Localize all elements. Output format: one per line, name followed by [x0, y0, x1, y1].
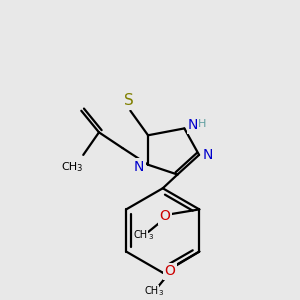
Text: O: O	[160, 209, 170, 223]
Text: CH: CH	[134, 230, 148, 240]
Text: H: H	[198, 119, 206, 130]
Text: 3: 3	[148, 234, 152, 240]
Text: CH: CH	[61, 162, 78, 172]
Text: S: S	[124, 93, 133, 108]
Text: O: O	[164, 264, 175, 278]
Text: 3: 3	[76, 164, 82, 173]
Text: 3: 3	[159, 290, 163, 296]
Text: CH: CH	[144, 286, 158, 296]
Text: N: N	[188, 118, 198, 133]
Text: N: N	[203, 148, 213, 162]
Text: N: N	[134, 160, 144, 174]
